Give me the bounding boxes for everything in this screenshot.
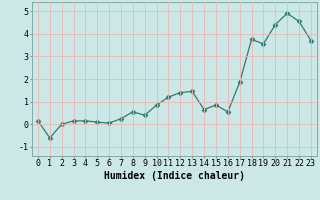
X-axis label: Humidex (Indice chaleur): Humidex (Indice chaleur) xyxy=(104,171,245,181)
